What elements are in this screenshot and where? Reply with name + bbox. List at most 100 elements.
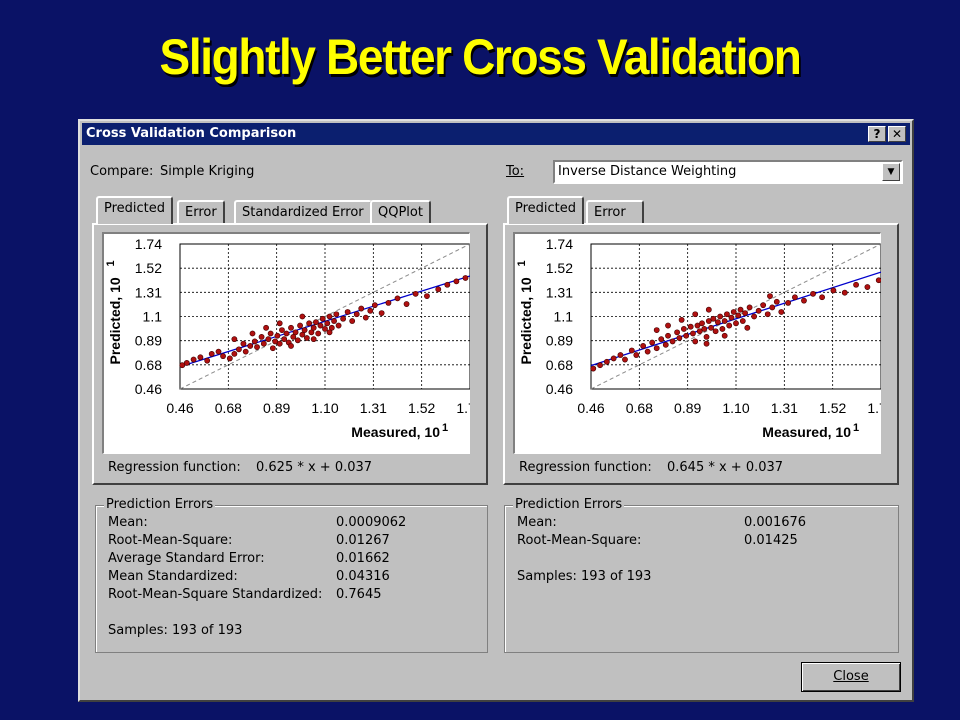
x-tick-label: 0.89 [674,400,701,416]
data-point [204,357,211,364]
compare-label: Compare: [90,164,154,179]
data-point [810,290,816,297]
data-point [247,343,254,349]
dialog-title: Cross Validation Comparison [86,126,297,141]
y-tick-label: 1.52 [546,260,573,276]
right-tab-error[interactable]: Error [586,200,644,224]
help-button[interactable]: ? [868,126,886,142]
data-point [755,307,762,314]
y-axis-label-exponent: 1 [105,260,117,266]
data-point [276,320,283,327]
left-tab-error[interactable]: Error [177,200,225,224]
x-tick-label: 0.46 [166,400,193,416]
x-axis-label: Measured, 10 [351,424,440,440]
data-point [362,314,369,321]
data-point [260,340,267,347]
data-point [197,354,204,361]
data-point [687,323,694,330]
left-stat-label: Root-Mean-Square: [108,533,233,548]
chevron-down-icon[interactable]: ▼ [882,163,900,181]
data-point [220,353,226,360]
data-point [326,329,333,336]
close-x-button[interactable]: ✕ [888,126,906,142]
data-point [742,310,748,317]
y-tick-label: 1.1 [143,309,163,325]
data-point [328,324,335,331]
data-point [435,286,442,293]
data-point [249,330,256,337]
identity-line [179,243,470,390]
data-point [703,340,710,347]
data-point [733,320,739,327]
data-point [313,319,319,326]
data-point [310,336,317,343]
y-tick-label: 1.1 [554,309,574,325]
data-point [263,324,269,331]
data-point [308,329,315,336]
data-point [773,298,780,305]
data-point [653,327,660,333]
compare-to-dropdown[interactable]: Inverse Distance Weighting ▼ [553,160,903,184]
close-button[interactable]: Close [801,662,901,692]
x-tick-label: 0.68 [215,400,242,416]
y-tick-label: 0.68 [135,357,162,373]
data-point [190,356,197,363]
left-stat-label: Mean: [108,515,148,530]
left-scatter-plot: 1.74 1.52 1.31 1.1 0.89 0.68 0.460.46 0.68 0.89 1… [105,236,470,440]
data-point [830,287,837,294]
x-tick-label: 1.52 [408,400,435,416]
data-point [674,329,680,336]
data-point [764,311,771,318]
x-axis-label: Measured, 10 [762,424,851,440]
data-point [331,318,337,324]
data-point [778,309,785,315]
data-point [315,330,322,337]
x-tick-label: 1.31 [771,400,798,416]
cross-validation-dialog: Cross Validation Comparison ? ✕ Compare:… [78,119,914,702]
right-tab-predicted[interactable]: Predicted [507,196,585,224]
data-point [236,346,242,353]
data-point [324,320,331,327]
x-tick-label: 1.10 [722,400,749,416]
data-point [444,281,451,288]
data-point [690,330,696,337]
slide-title: Slightly Better Cross Validation [159,29,802,85]
data-point [385,300,392,306]
data-point [751,313,758,320]
data-point [412,290,419,297]
data-point [699,320,705,327]
data-point [658,336,665,343]
data-point [281,336,288,343]
data-point [340,315,347,322]
regression-line [179,275,470,368]
data-point [378,310,385,317]
data-point [272,338,279,345]
data-point [258,333,265,340]
data-point [841,289,848,296]
data-point [649,339,656,346]
right-stat-label: Root-Mean-Square: [517,533,642,548]
data-point [288,343,294,349]
left-tab-qqplot[interactable]: QQPlot [370,200,431,224]
y-tick-label: 0.68 [546,357,573,373]
x-tick-label: 1.74 [456,400,470,416]
data-point [683,332,690,339]
right-errors-title: Prediction Errors [513,497,625,512]
left-prediction-errors: Prediction Errors Mean: 0.0009062 Root-Mea… [95,497,488,653]
left-tab-standardized-error[interactable]: Standardized Error [234,200,372,224]
data-point [760,302,767,309]
data-point [462,275,469,281]
data-point [746,304,753,311]
x-tick-label: 0.46 [577,400,604,416]
data-point [283,330,290,337]
data-point [792,294,798,301]
left-stat-label: Mean Standardized: [108,569,238,584]
left-samples: Samples: 193 of 193 [108,623,243,638]
data-point [662,341,669,348]
right-regression-value: 0.645 * x + 0.037 [667,460,784,475]
data-point [714,319,721,326]
data-point [242,348,249,355]
data-point [640,343,647,349]
left-tab-predicted[interactable]: Predicted [96,196,174,224]
left-tab-panel: 1.74 1.52 1.31 1.1 0.89 0.68 0.46 0.46 0.68 0.89 1… [92,223,488,485]
